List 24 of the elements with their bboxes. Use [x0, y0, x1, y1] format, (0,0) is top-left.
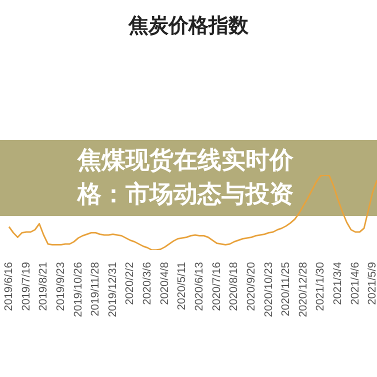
x-tick-label: 2020/4/8 [158, 262, 171, 305]
x-tick-label: 2021/4/6 [349, 262, 362, 305]
x-tick-label: 2020/7/16 [210, 262, 223, 311]
x-tick-label: 2019/12/31 [106, 262, 119, 318]
x-tick-label: 2019/9/23 [54, 262, 67, 311]
chart-title: 焦炭价格指数 [127, 14, 250, 39]
annotation: 焦煤现货在线实时价格：市场动态与投资 [78, 146, 294, 210]
x-tick-label: 2019/11/28 [90, 262, 102, 316]
x-tick-label: 2020/5/11 [176, 262, 188, 310]
x-tick-label: 2020/12/28 [297, 262, 310, 318]
x-tick-label: 2020/6/13 [193, 262, 206, 311]
x-tick-label: 2019/10/26 [72, 262, 84, 318]
x-tick-label: 2020/8/18 [228, 262, 240, 311]
x-tick-label: 2021/5/9 [366, 262, 377, 305]
x-tick-label: 2019/6/16 [3, 262, 15, 311]
x-tick-label: 2020/11/25 [280, 262, 292, 316]
x-tick-label: 2021/1/30 [314, 262, 327, 311]
x-tick-label: 2020/3/6 [142, 262, 154, 305]
x-tick-label: 2020/9/20 [245, 262, 258, 311]
x-tick-label: 2021/3/4 [332, 262, 344, 305]
x-tick-label: 2019/7/19 [20, 262, 32, 311]
x-tick-label: 2019/8/21 [38, 262, 50, 311]
x-tick-label: 2020/2/2 [124, 262, 136, 305]
x-tick-label: 2020/10/23 [262, 262, 275, 318]
